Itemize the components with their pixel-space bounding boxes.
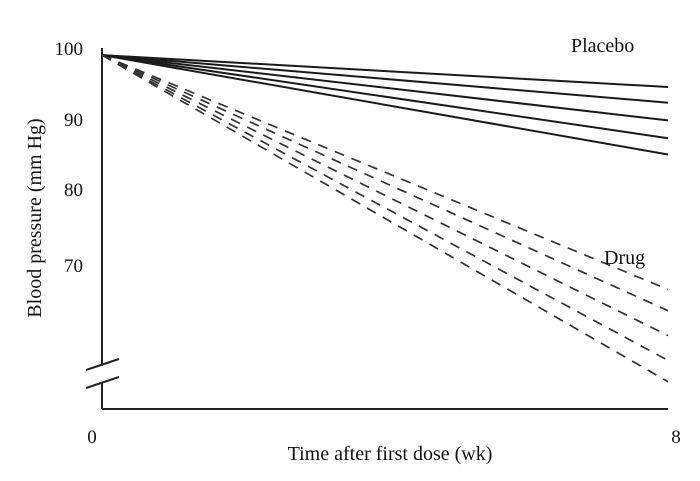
y-tick-label: 80 <box>64 180 83 201</box>
placebo-series-line-1 <box>101 54 669 88</box>
y-tick-label: 70 <box>64 256 83 277</box>
x-axis-title: Time after first dose (wk) <box>288 443 493 465</box>
drug-series-line-2 <box>101 54 669 312</box>
axis-break-mark <box>85 376 120 389</box>
placebo-series-line-3 <box>101 54 669 122</box>
y-tick-label: 100 <box>55 39 84 60</box>
series-label-placebo: Placebo <box>571 35 634 57</box>
placebo-series-line-5 <box>101 54 669 156</box>
drug-series-line-5 <box>101 54 669 383</box>
placebo-series-line-2 <box>101 54 669 104</box>
series-layer <box>101 54 669 383</box>
y-axis-title: Blood pressure (mm Hg) <box>24 118 46 317</box>
y-tick-label: 90 <box>64 110 83 131</box>
axis-break-mark <box>85 358 120 371</box>
drug-series-line-3 <box>101 54 669 337</box>
drug-series-line-1 <box>101 54 669 291</box>
x-tick-label: 8 <box>671 427 681 448</box>
drug-series-line-4 <box>101 54 669 362</box>
series-label-drug: Drug <box>604 247 645 269</box>
x-tick-label: 0 <box>87 427 97 448</box>
placebo-series-line-4 <box>101 54 669 140</box>
